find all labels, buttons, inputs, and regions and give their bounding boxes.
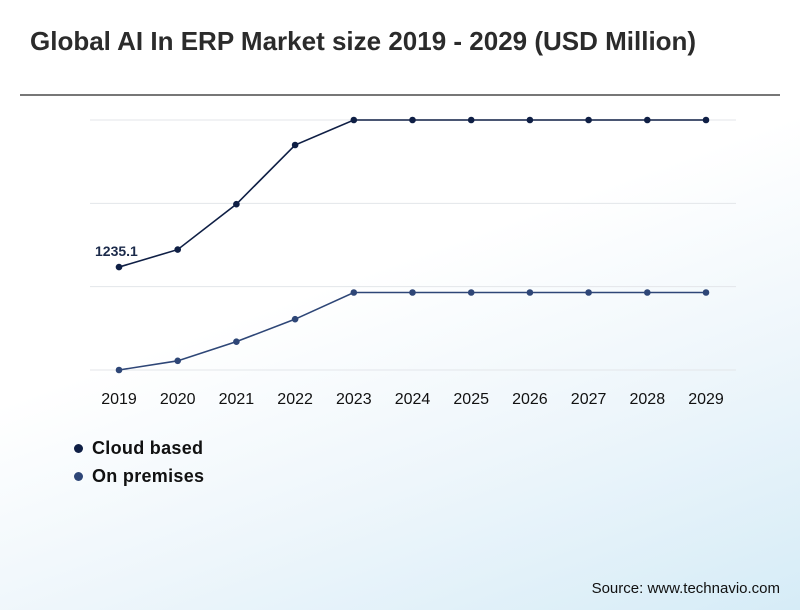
legend-label-cloud-based: Cloud based — [92, 437, 204, 458]
x-tick-label: 2022 — [277, 391, 313, 408]
data-point-s0-2023 — [350, 116, 358, 124]
title-divider — [20, 94, 780, 96]
data-point-s0-2026 — [526, 116, 534, 124]
x-tick-label: 2026 — [512, 391, 548, 408]
data-point-s1-2021 — [233, 338, 240, 345]
legend-item-cloud-based: Cloud based — [74, 434, 204, 462]
data-point-s1-2029 — [702, 289, 710, 296]
legend: Cloud based On premises — [74, 434, 204, 490]
data-point-s1-2023 — [350, 289, 358, 296]
data-point-s1-2022 — [291, 315, 299, 323]
data-point-s0-2028 — [644, 116, 651, 124]
data-point-s1-2025 — [467, 289, 475, 296]
legend-label-on-premises: On premises — [92, 465, 205, 486]
data-point-s1-2026 — [526, 289, 534, 296]
x-tick-label: 2020 — [160, 391, 196, 408]
x-tick-label: 2025 — [453, 391, 489, 408]
x-tick-label: 2028 — [630, 391, 666, 408]
data-point-s1-2019 — [115, 366, 123, 374]
data-point-s0-2019 — [115, 263, 123, 271]
data-point-s1-2020 — [174, 357, 181, 365]
legend-marker-on-premises — [74, 471, 83, 481]
data-point-s0-2020 — [174, 246, 181, 253]
legend-item-on-premises: On premises — [74, 462, 204, 490]
source-credit: Source: www.technavio.com — [591, 580, 780, 597]
x-tick-label: 2021 — [219, 391, 255, 408]
data-point-s0-2027 — [585, 116, 592, 124]
legend-marker-cloud-based — [74, 443, 83, 453]
data-label: 1235.1 — [95, 243, 138, 259]
data-point-s0-2021 — [233, 200, 240, 208]
chart-title: Global AI In ERP Market size 2019 - 2029… — [30, 26, 697, 56]
data-point-s0-2025 — [467, 116, 475, 124]
data-point-s1-2027 — [585, 289, 592, 296]
data-point-s1-2028 — [644, 289, 651, 296]
data-point-s0-2024 — [409, 116, 416, 124]
x-tick-label: 2019 — [101, 391, 137, 408]
x-tick-label: 2024 — [395, 391, 431, 408]
data-point-s1-2024 — [409, 289, 416, 296]
data-point-s0-2029 — [702, 116, 710, 124]
x-tick-label: 2027 — [571, 391, 607, 408]
data-point-s0-2022 — [291, 141, 299, 149]
x-tick-label: 2029 — [688, 391, 724, 408]
x-tick-label: 2023 — [336, 391, 372, 408]
series-line-0 — [118, 119, 706, 268]
series-line-1 — [118, 291, 706, 371]
